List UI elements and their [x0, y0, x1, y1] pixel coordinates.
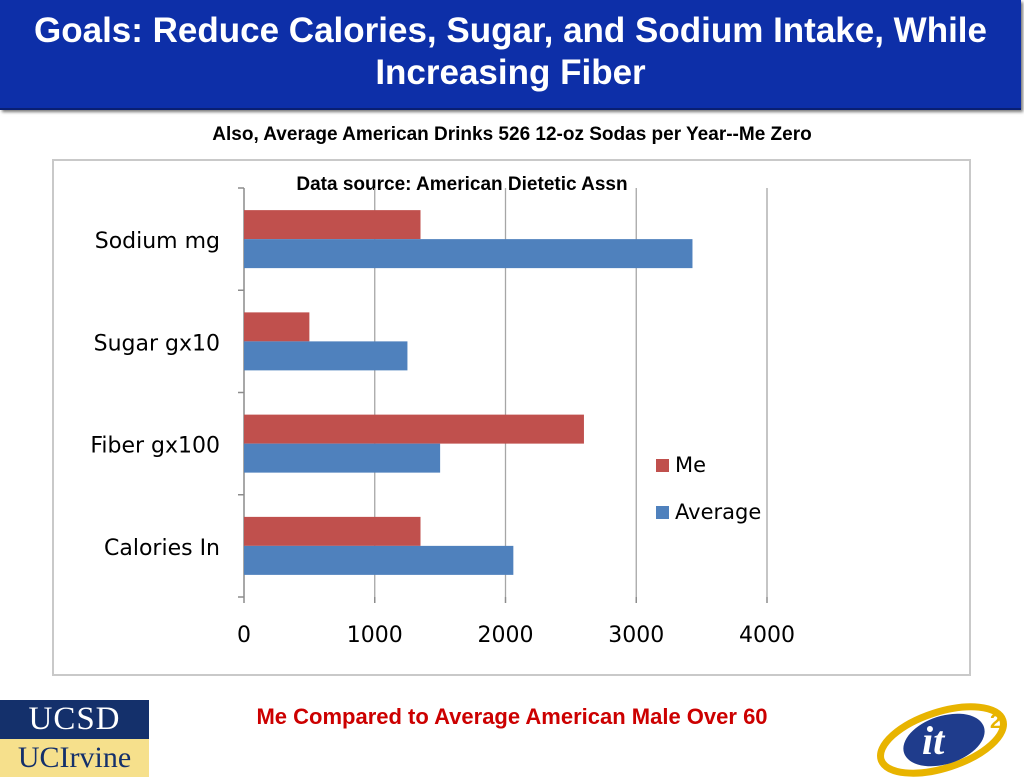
legend-label-average: Average — [675, 500, 761, 524]
bar-average-2 — [244, 443, 441, 473]
category-label: Calories In — [104, 536, 220, 561]
bar-average-3 — [244, 545, 514, 575]
bar-me-1 — [244, 312, 310, 342]
category-label: Sugar gx10 — [94, 331, 220, 356]
footer-caption: Me Compared to Average American Male Ove… — [256, 704, 768, 729]
chart-frame: Data source: American Dietetic Assn 0 1000… — [52, 159, 971, 676]
x-tick-label: 4000 — [739, 623, 795, 648]
page-title: Goals: Reduce Calories, Sugar, and Sodiu… — [34, 11, 987, 92]
legend-label-me: Me — [675, 453, 706, 477]
title-banner: Goals: Reduce Calories, Sugar, and Sodiu… — [0, 0, 1021, 110]
x-tick-label: 0 — [237, 623, 251, 648]
x-tick-label: 2000 — [478, 623, 534, 648]
svg-text:2: 2 — [990, 711, 1001, 733]
bar-chart: Data source: American Dietetic Assn 0 1000… — [90, 174, 795, 648]
bar-me-2 — [244, 414, 584, 444]
bar-me-0 — [244, 210, 421, 240]
legend-swatch-average — [656, 506, 669, 519]
ucirvine-logo: UCIrvine — [0, 739, 149, 777]
bar-average-0 — [244, 239, 693, 269]
category-label: Sodium mg — [95, 229, 220, 254]
svg-text:it: it — [922, 718, 946, 763]
it2-logo: it 2 — [877, 703, 1007, 777]
subtitle: Also, Average American Drinks 526 12-oz … — [212, 124, 812, 145]
ucsd-logo: UCSD — [0, 700, 149, 739]
category-label: Fiber gx100 — [90, 434, 220, 459]
bar-average-1 — [244, 341, 408, 371]
chart-title: Data source: American Dietetic Assn — [296, 174, 627, 195]
x-tick-label: 3000 — [608, 623, 664, 648]
x-tick-label: 1000 — [347, 623, 403, 648]
bar-me-3 — [244, 516, 421, 546]
legend-swatch-me — [656, 459, 669, 472]
